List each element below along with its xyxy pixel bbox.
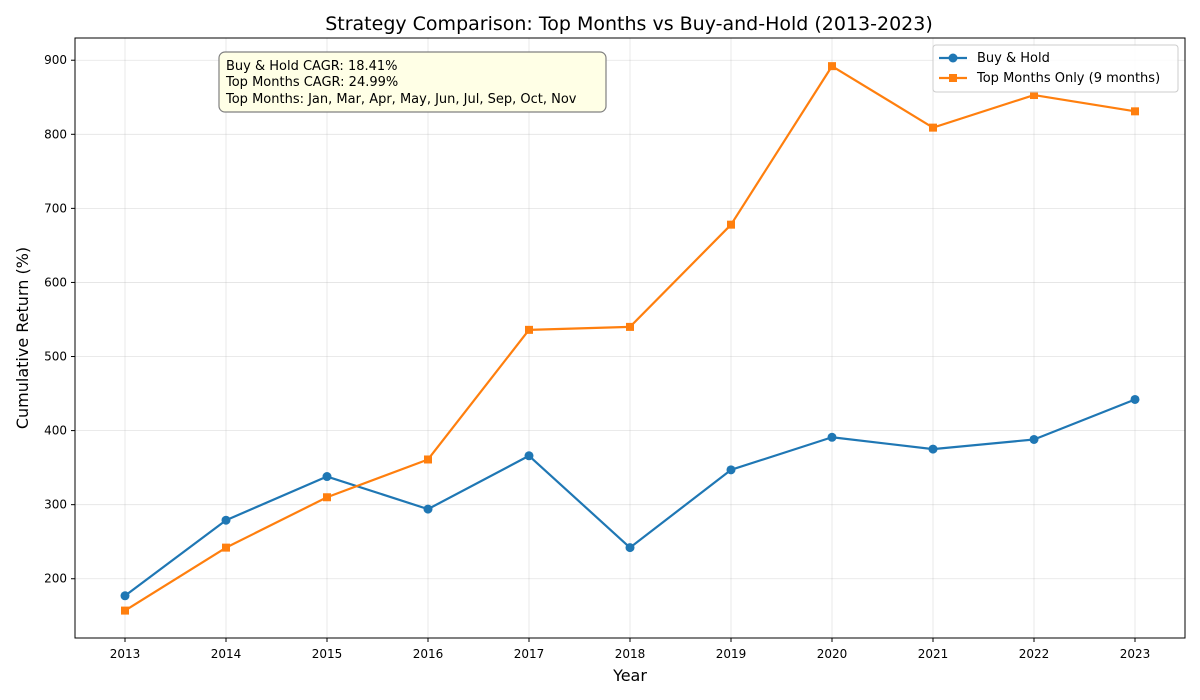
x-tick-label: 2019: [716, 647, 747, 661]
x-tick-label: 2021: [918, 647, 949, 661]
x-tick-label: 2018: [615, 647, 646, 661]
y-tick-label: 200: [44, 572, 67, 586]
data-point-buy-hold: [423, 504, 433, 514]
data-point-buy-hold: [1130, 394, 1140, 404]
legend-marker-buy-hold: [948, 53, 958, 63]
legend-label-top-months: Top Months Only (9 months): [976, 71, 1160, 86]
legend: Buy & Hold Top Months Only (9 months): [932, 44, 1179, 93]
y-tick-label: 400: [44, 424, 67, 438]
x-tick-label: 2023: [1120, 647, 1151, 661]
data-point-top-months: [727, 220, 735, 229]
y-tick-label: 600: [44, 275, 67, 289]
data-point-top-months: [1131, 107, 1139, 116]
y-tick-label: 700: [44, 201, 67, 215]
legend-marker-top-months: [949, 74, 957, 82]
data-point-buy-hold: [928, 444, 938, 454]
x-tick-label: 2013: [110, 647, 141, 661]
data-point-top-months: [626, 322, 634, 331]
data-point-buy-hold: [322, 472, 332, 482]
plot-frame: [74, 37, 1186, 639]
data-point-buy-hold: [726, 465, 736, 475]
data-point-top-months: [424, 455, 432, 464]
data-point-top-months: [828, 62, 836, 71]
annotation-line-3: Top Months: Jan, Mar, Apr, May, Jun, Jul…: [225, 92, 577, 107]
axis-ticks: 2013 2014 2015 2016 2017 2018 2019 2020 2021 2022…: [44, 53, 1150, 661]
legend-label-buy-hold: Buy & Hold: [977, 51, 1050, 66]
data-point-buy-hold: [827, 432, 837, 442]
data-point-top-months: [121, 606, 129, 615]
data-point-buy-hold: [120, 591, 130, 601]
x-tick-label: 2020: [817, 647, 848, 661]
data-point-top-months: [1030, 91, 1038, 100]
x-tick-label: 2016: [413, 647, 444, 661]
y-axis-label: Cumulative Return (%): [13, 247, 32, 429]
y-tick-label: 500: [44, 350, 67, 364]
annotation-line-1: Buy & Hold CAGR: 18.41%: [226, 59, 398, 74]
annotation-box: Buy & Hold CAGR: 18.41% Top Months CAGR:…: [218, 51, 607, 113]
chart-title: Strategy Comparison: Top Months vs Buy-a…: [325, 13, 933, 35]
x-tick-label: 2014: [211, 647, 242, 661]
x-tick-label: 2015: [312, 647, 343, 661]
series-layer: [120, 62, 1140, 615]
data-point-top-months: [525, 325, 533, 334]
data-point-buy-hold: [221, 515, 231, 525]
x-tick-label: 2022: [1019, 647, 1050, 661]
data-point-top-months: [323, 493, 331, 502]
x-axis-label: Year: [612, 666, 647, 685]
y-tick-label: 300: [44, 498, 67, 512]
y-tick-label: 900: [44, 53, 67, 67]
y-tick-label: 800: [44, 127, 67, 141]
data-point-top-months: [929, 123, 937, 132]
data-point-buy-hold: [524, 451, 534, 461]
data-point-buy-hold: [1029, 434, 1039, 444]
data-point-top-months: [222, 543, 230, 552]
annotation-line-2: Top Months CAGR: 24.99%: [225, 75, 398, 90]
x-tick-label: 2017: [514, 647, 545, 661]
grid-lines: [75, 38, 1185, 638]
data-point-buy-hold: [625, 543, 635, 553]
